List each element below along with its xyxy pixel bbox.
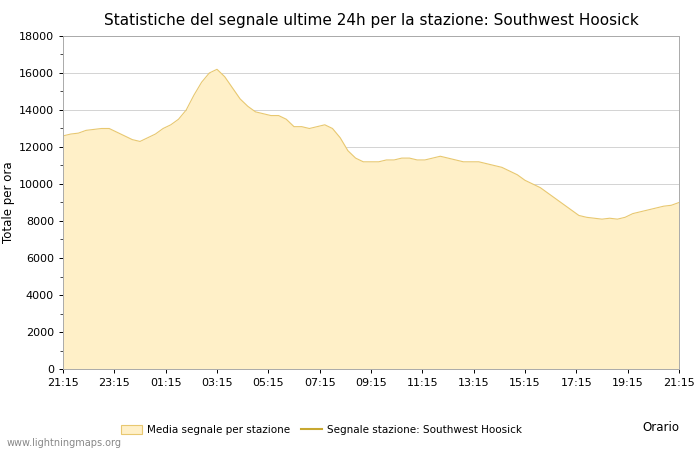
Y-axis label: Totale per ora: Totale per ora: [1, 162, 15, 243]
Title: Statistiche del segnale ultime 24h per la stazione: Southwest Hoosick: Statistiche del segnale ultime 24h per l…: [104, 13, 638, 28]
Text: www.lightningmaps.org: www.lightningmaps.org: [7, 438, 122, 448]
Text: Orario: Orario: [642, 421, 679, 434]
Legend: Media segnale per stazione, Segnale stazione: Southwest Hoosick: Media segnale per stazione, Segnale staz…: [117, 421, 526, 439]
